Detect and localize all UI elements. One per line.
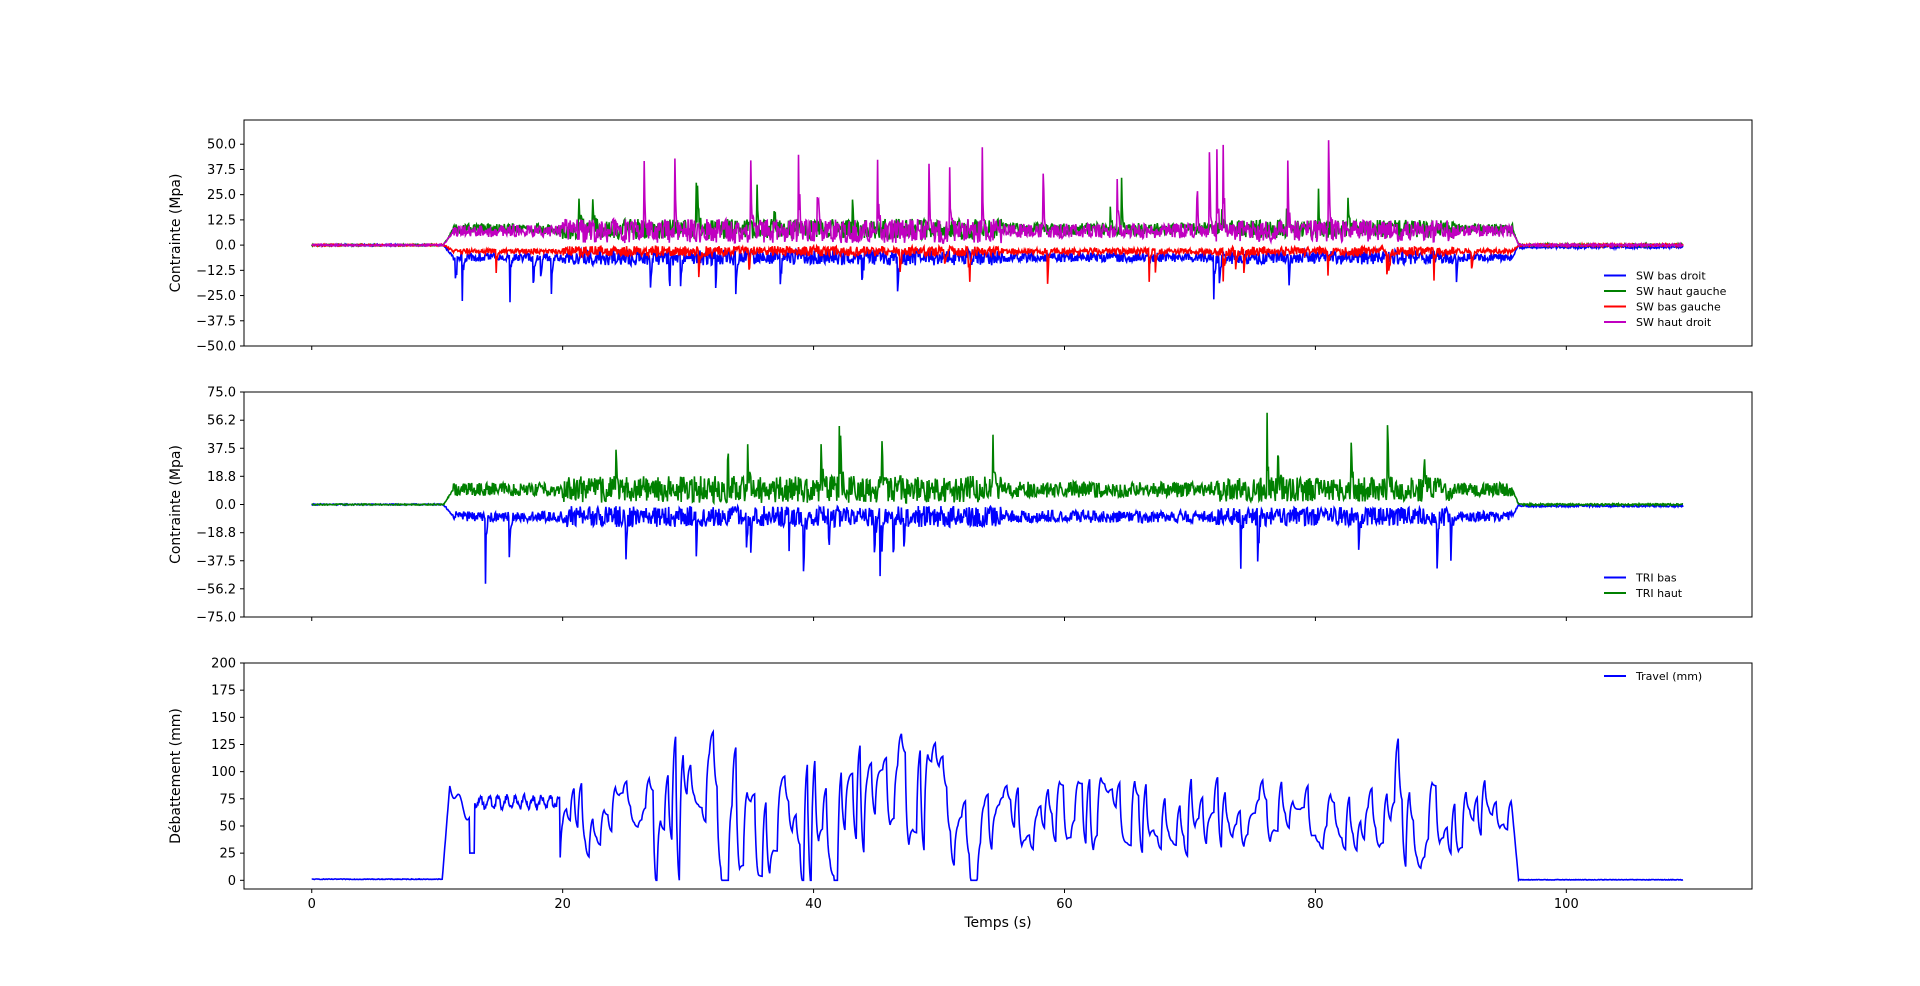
y-tick-label: 0.0: [215, 239, 236, 254]
y-tick-label: 25.0: [207, 188, 236, 203]
x-axis-label: Temps (s): [963, 915, 1031, 931]
subplot-sw-stress: −50.0 −37.5 −25.0 −12.5 0.0 12.5 25.0 37.5 50.0 C…: [168, 119, 1753, 355]
y-axis-label: Contrainte (Mpa): [168, 445, 184, 564]
y-tick-label: −18.8: [196, 526, 236, 541]
y-tick-label: 100: [211, 765, 236, 780]
legend-entry: Travel (mm): [1635, 670, 1702, 683]
series-line-sw-bas-droit: [311, 242, 1684, 303]
series-line-tri-bas: [311, 501, 1684, 584]
x-tick-label: 20: [554, 897, 571, 912]
legend-entry: SW haut droit: [1636, 316, 1712, 329]
x-tick-label: 60: [1056, 897, 1073, 912]
y-tick-label: −56.2: [196, 582, 236, 597]
y-tick-label: −25.0: [196, 289, 236, 304]
y-tick-label: 175: [211, 684, 236, 699]
y-tick-label: 18.8: [207, 470, 236, 485]
y-tick-label: −37.5: [196, 554, 236, 569]
x-tick-label: 100: [1554, 897, 1579, 912]
y-tick-label: 125: [211, 738, 236, 753]
x-tick-label: 80: [1307, 897, 1324, 912]
y-tick-label: 50: [219, 819, 236, 834]
y-tick-label: 12.5: [207, 213, 236, 228]
y-tick-label: −12.5: [196, 264, 236, 279]
axes-frame: [243, 119, 1753, 347]
y-tick-label: 0.0: [215, 498, 236, 513]
y-axis-label: Débattement (mm): [168, 708, 184, 844]
subplot-travel: 0 25 50 75 100 125 150 175 200 0 20 40 60 80 100 Débatt…: [168, 657, 1753, 931]
y-tick-label: −75.0: [196, 611, 236, 626]
subplot-tri-stress: −75.0 −56.2 −37.5 −18.8 0.0 18.8 37.5 56.2 75.0 C…: [168, 386, 1753, 626]
y-tick-label: 150: [211, 711, 236, 726]
y-tick-label: 75: [219, 792, 236, 807]
x-tick-label: 0: [308, 897, 316, 912]
y-tick-label: −37.5: [196, 314, 236, 329]
series-line-sw-haut-droit: [311, 140, 1684, 250]
y-tick-label: 200: [211, 657, 236, 672]
y-axis-label: Contrainte (Mpa): [168, 174, 184, 293]
y-tick-label: 56.2: [207, 414, 236, 429]
x-tick-label: 40: [805, 897, 822, 912]
legend-entry: SW bas gauche: [1636, 301, 1721, 314]
series-line-sw-bas-gauche: [311, 241, 1684, 284]
axes-frame: [243, 662, 1753, 890]
y-tick-label: 37.5: [207, 163, 236, 178]
series-line-tri-haut: [311, 412, 1684, 508]
y-tick-label: 0: [228, 874, 236, 889]
legend-entry: TRI haut: [1635, 587, 1683, 600]
legend-entry: SW bas droit: [1636, 270, 1706, 283]
y-tick-label: −50.0: [196, 340, 236, 355]
legend-entry: TRI bas: [1635, 572, 1677, 585]
y-tick-label: 25: [219, 847, 236, 862]
series-line-travel-mm-: [311, 729, 1684, 883]
series-line-sw-haut-gauche: [311, 177, 1684, 249]
y-tick-label: 37.5: [207, 442, 236, 457]
y-tick-label: 75.0: [207, 386, 236, 401]
y-tick-label: 50.0: [207, 138, 236, 153]
legend-entry: SW haut gauche: [1636, 285, 1727, 298]
